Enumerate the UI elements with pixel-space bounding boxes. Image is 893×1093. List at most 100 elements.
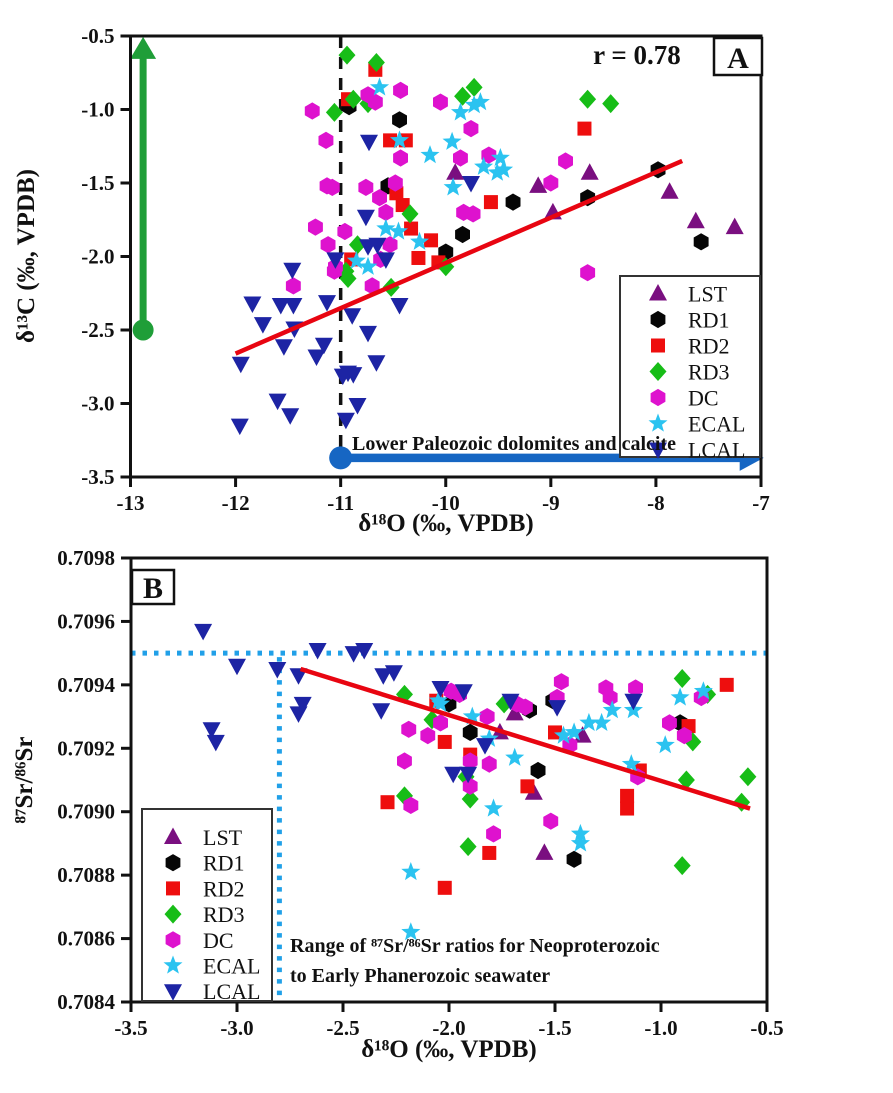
legend-label-lst: LST <box>203 825 243 850</box>
point-dc <box>558 152 573 170</box>
point-rd1 <box>693 233 709 251</box>
legend-item-dc: DC <box>650 386 719 411</box>
panel-a-y-axis-label: δ¹³C (‰, VPDB) <box>13 169 40 343</box>
y-tick-label: 0.7096 <box>57 609 115 633</box>
point-ecal <box>484 798 503 817</box>
point-rd3 <box>367 53 385 72</box>
point-dc <box>628 679 643 697</box>
point-rd3 <box>673 669 691 688</box>
y-tick-label: -2.5 <box>81 318 114 342</box>
point-rd2 <box>482 845 497 860</box>
point-lcal <box>548 700 567 717</box>
y-tick-label: -3.5 <box>81 465 114 489</box>
panel-b-letter: B <box>143 572 163 605</box>
point-rd3 <box>325 102 343 122</box>
point-lcal <box>243 296 262 313</box>
y-tick-label: 0.7094 <box>57 673 115 697</box>
point-lcal <box>376 252 395 269</box>
series-dc <box>285 81 596 295</box>
x-tick-label: -2.5 <box>326 1016 359 1040</box>
x-tick-label: -3.0 <box>220 1016 253 1040</box>
point-lst <box>660 182 679 199</box>
point-rd1 <box>455 225 470 244</box>
legend-item-rd2: RD2 <box>166 876 245 901</box>
point-ecal <box>655 735 675 754</box>
series-rd2 <box>380 677 734 895</box>
point-rd2 <box>380 795 395 810</box>
y-tick-label: 0.7088 <box>57 863 115 887</box>
point-lcal <box>281 408 300 425</box>
y-tick-label: 0.7086 <box>57 927 115 951</box>
point-dc <box>382 236 398 254</box>
seawater-range-annotation-line1: Range of ⁸⁷Sr/⁸⁶Sr ratios for Neoprotero… <box>290 935 660 957</box>
point-lcal <box>307 349 326 366</box>
point-lcal <box>268 662 287 679</box>
point-lcal <box>293 696 312 714</box>
point-rd2 <box>620 788 635 803</box>
y-tick-label: -1.5 <box>81 171 114 195</box>
point-dc <box>479 708 495 726</box>
point-lst <box>535 843 554 860</box>
point-lcal <box>355 643 374 660</box>
point-lcal <box>206 734 225 752</box>
series-lcal <box>194 623 643 784</box>
point-rd3 <box>673 856 691 876</box>
point-rd2 <box>520 779 535 794</box>
legend-item-lst: LST <box>164 825 243 850</box>
point-lcal <box>431 681 450 698</box>
point-ecal <box>474 156 494 175</box>
legend-item-rd3: RD3 <box>164 902 245 927</box>
legend-label-ecal: ECAL <box>203 954 260 979</box>
series-ecal <box>346 77 514 275</box>
x-tick-label: -7 <box>752 491 770 515</box>
legend-label-dc: DC <box>688 386 719 411</box>
point-dc <box>481 755 497 773</box>
point-rd2 <box>383 133 398 148</box>
point-dc <box>420 727 436 745</box>
legend-marker-rd2 <box>166 881 180 896</box>
point-ecal <box>443 177 463 196</box>
point-dc <box>486 825 501 843</box>
point-lcal <box>624 693 643 711</box>
point-lcal <box>367 355 386 372</box>
series-lcal <box>230 134 480 436</box>
point-dc <box>337 222 353 241</box>
point-lcal <box>284 298 303 315</box>
point-rd3 <box>465 77 483 97</box>
point-ecal <box>490 148 510 167</box>
point-rd2 <box>483 195 498 210</box>
point-dc <box>403 796 419 814</box>
correlation-coefficient-label: r = 0.78 <box>593 40 681 70</box>
y-tick-label: 0.7098 <box>57 546 115 570</box>
x-tick-label: -12 <box>222 491 250 515</box>
point-lcal <box>268 393 287 411</box>
point-dc <box>481 146 497 164</box>
point-rd2 <box>424 233 439 248</box>
trend-line <box>299 666 751 811</box>
point-ecal <box>479 728 499 747</box>
legend-label-lcal: LCAL <box>203 979 260 1004</box>
point-lst <box>446 163 465 180</box>
legend-item-lcal: LCAL <box>649 438 745 463</box>
y-tick-label: -0.5 <box>81 24 114 48</box>
point-dc <box>393 149 408 167</box>
x-tick-label: -9 <box>542 491 560 515</box>
point-rd2 <box>411 250 426 265</box>
legend-label-rd3: RD3 <box>688 360 730 385</box>
point-lcal <box>326 252 345 269</box>
point-ecal <box>370 77 390 96</box>
point-dc <box>304 102 320 120</box>
x-tick-label: -8 <box>647 491 665 515</box>
panel-a: -13 -12 -11 -10 -9 -8 -7 -0.5 -1.0 -1.5 -2.0 -2.5 -3… <box>81 24 770 515</box>
point-lcal <box>356 209 375 227</box>
point-ecal <box>602 700 622 719</box>
point-lcal <box>231 356 250 374</box>
legend-marker-rd3 <box>164 904 182 924</box>
y-tick-label: -1.0 <box>81 98 114 122</box>
legend-marker-lst <box>164 827 182 844</box>
legend-item-rd1: RD1 <box>165 851 245 876</box>
point-rd3 <box>739 767 757 787</box>
panel-a-letter: A <box>727 42 749 75</box>
legend-label-rd2: RD2 <box>203 876 245 901</box>
point-ecal <box>346 250 366 269</box>
